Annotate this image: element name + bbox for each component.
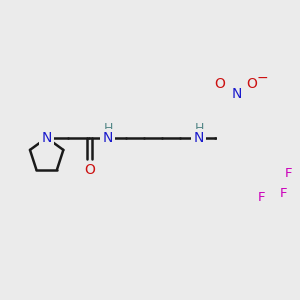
Text: H: H: [104, 122, 113, 135]
Text: N: N: [232, 87, 242, 101]
Text: N: N: [194, 131, 204, 145]
Text: F: F: [279, 187, 287, 200]
Text: O: O: [214, 77, 226, 91]
Text: O: O: [84, 163, 95, 177]
Text: O: O: [247, 77, 258, 91]
Text: N: N: [41, 131, 52, 145]
Text: F: F: [258, 191, 266, 204]
Text: N: N: [103, 131, 113, 145]
Text: F: F: [285, 167, 292, 180]
Text: −: −: [256, 71, 268, 85]
Text: H: H: [195, 122, 204, 135]
